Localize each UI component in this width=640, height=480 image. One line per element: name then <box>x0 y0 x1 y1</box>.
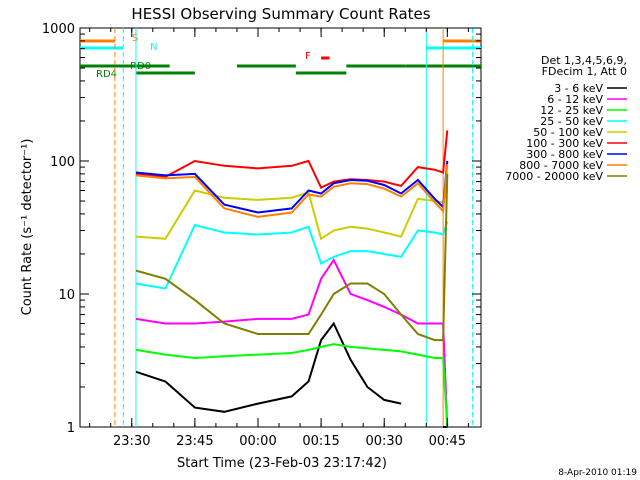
series-line-100-300-keV <box>135 130 449 190</box>
series-line-800-7000-keV <box>135 163 449 218</box>
rd0-label: RD0 <box>130 61 151 72</box>
legend-entry-label: 6 - 12 keV <box>547 93 603 106</box>
x-axis-label: Start Time (23-Feb-03 23:17:42) <box>177 456 387 471</box>
series-line-300-800-keV <box>135 160 449 214</box>
y-tick-label: 10 <box>58 288 75 303</box>
series-line-12-25-keV <box>135 343 449 428</box>
series-line-7000-20000-keV <box>135 173 449 342</box>
y-axis-label: Count Rate (s⁻¹ detector⁻¹) <box>20 139 35 316</box>
legend-entry-label: 50 - 100 keV <box>533 126 603 139</box>
legend-entry-label: 12 - 25 keV <box>540 104 603 117</box>
night-label: N <box>150 42 157 53</box>
flare-label: F <box>305 51 311 62</box>
rd4-label: RD4 <box>96 69 117 80</box>
legend-entry-label: 25 - 50 keV <box>540 115 603 128</box>
y-axis: 1 10 100 1000 <box>42 22 481 436</box>
y-tick-label: 1000 <box>42 22 75 37</box>
legend-header-line: Det 1,3,4,5,6,9, <box>541 54 627 67</box>
legend-entry-label: 800 - 7000 keV <box>519 159 603 172</box>
x-axis: 23:30 23:45 00:00 00:15 00:30 00:45 <box>89 28 469 449</box>
legend-entry-label: 3 - 6 keV <box>554 82 603 95</box>
timestamp: 8-Apr-2010 01:19 <box>558 468 637 478</box>
legend-entry-label: 100 - 300 keV <box>526 137 603 150</box>
event-lines <box>114 28 474 427</box>
x-tick-label: 00:30 <box>365 434 402 449</box>
plot-frame <box>79 27 482 428</box>
x-tick-label: 00:15 <box>302 434 339 449</box>
flag-bars: S N RD0 RD4 F <box>80 33 481 80</box>
x-tick-label: 00:45 <box>429 434 466 449</box>
x-tick-label: 23:45 <box>176 434 213 449</box>
legend: Det 1,3,4,5,6,9,FDecim 1, Att 0 3 - 6 keV… <box>505 54 627 183</box>
series-group <box>135 130 449 428</box>
chart-title: HESSI Observing Summary Count Rates <box>131 5 430 23</box>
series-line-3-6-keV <box>135 321 402 413</box>
x-tick-label: 23:30 <box>113 434 150 449</box>
y-tick-label: 1 <box>67 421 75 436</box>
legend-header-line: FDecim 1, Att 0 <box>542 65 627 78</box>
series-line-6-12-keV <box>135 258 449 428</box>
series-line-25-50-keV <box>135 221 449 290</box>
saa-label: S <box>132 33 138 44</box>
x-tick-label: 00:00 <box>239 434 276 449</box>
legend-entry-label: 7000 - 20000 keV <box>505 170 603 183</box>
y-tick-label: 100 <box>50 155 75 170</box>
legend-entry-label: 300 - 800 keV <box>526 148 603 161</box>
